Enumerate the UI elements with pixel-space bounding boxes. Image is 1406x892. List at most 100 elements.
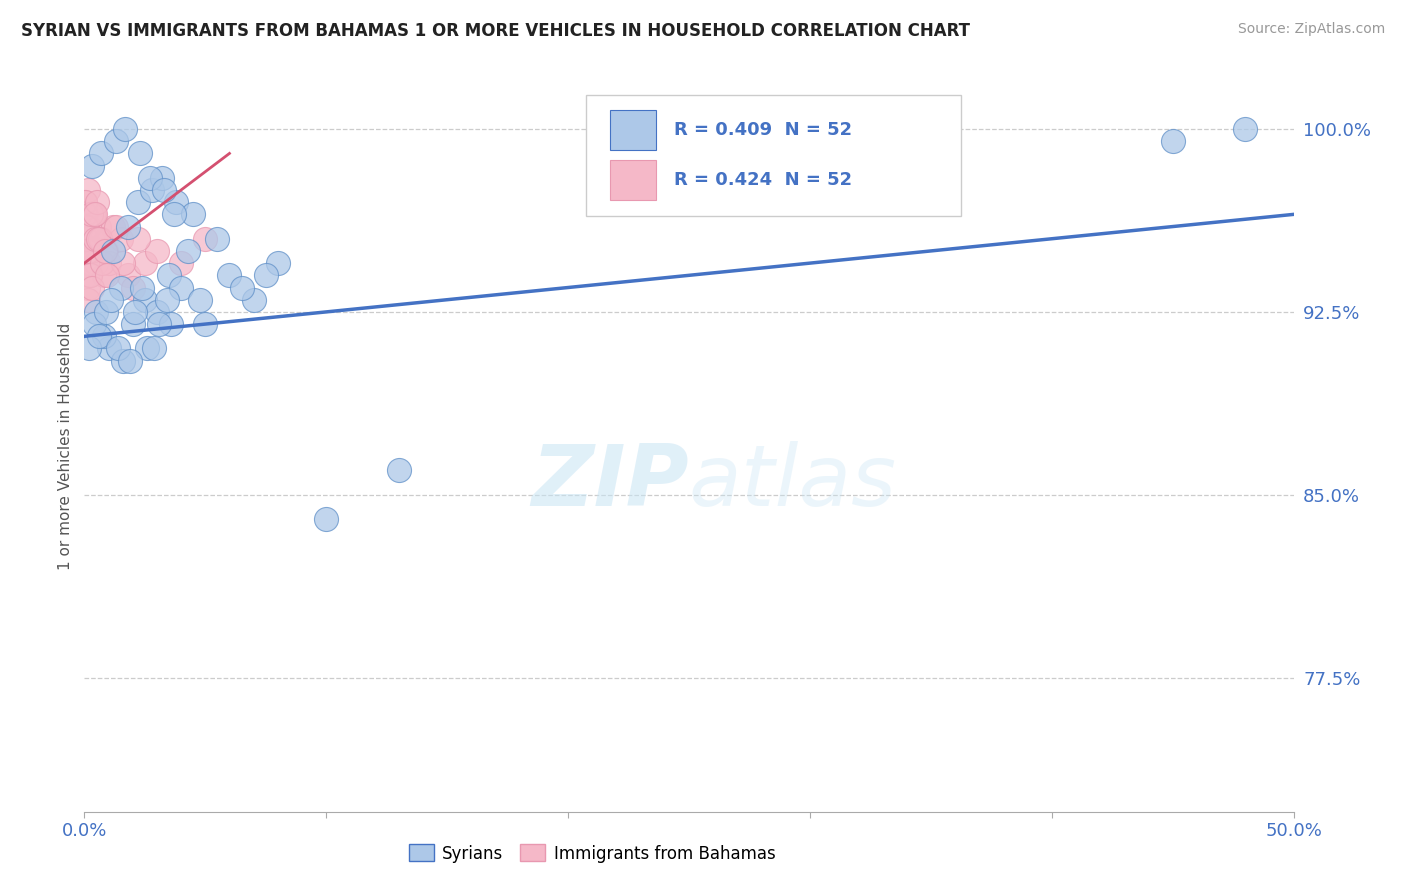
Point bbox=[75, 207, 97, 221]
Point bbox=[103, 244, 125, 258]
Point bbox=[127, 232, 149, 246]
Point bbox=[90, 232, 112, 246]
Point bbox=[76, 268, 98, 283]
Point bbox=[75, 195, 97, 210]
Point bbox=[97, 256, 120, 270]
Point bbox=[146, 244, 169, 258]
Point bbox=[170, 280, 193, 294]
Point bbox=[110, 232, 132, 246]
Text: R = 0.409  N = 52: R = 0.409 N = 52 bbox=[675, 121, 852, 139]
Y-axis label: 1 or more Vehicles in Household: 1 or more Vehicles in Household bbox=[58, 322, 73, 570]
FancyBboxPatch shape bbox=[610, 111, 657, 151]
Point bbox=[254, 268, 277, 283]
Point bbox=[76, 232, 98, 246]
Point bbox=[77, 280, 100, 294]
Point bbox=[124, 305, 146, 319]
Point bbox=[207, 232, 229, 246]
Text: SYRIAN VS IMMIGRANTS FROM BAHAMAS 1 OR MORE VEHICLES IN HOUSEHOLD CORRELATION CH: SYRIAN VS IMMIGRANTS FROM BAHAMAS 1 OR M… bbox=[21, 22, 970, 40]
Point bbox=[97, 342, 120, 356]
Point bbox=[94, 244, 117, 258]
Legend: Syrians, Immigrants from Bahamas: Syrians, Immigrants from Bahamas bbox=[402, 838, 782, 869]
Point bbox=[231, 280, 253, 294]
Point bbox=[112, 256, 135, 270]
Point bbox=[89, 232, 111, 246]
Point bbox=[76, 256, 98, 270]
Point bbox=[117, 219, 139, 234]
Point bbox=[1161, 134, 1184, 148]
Point bbox=[153, 183, 176, 197]
Point bbox=[121, 317, 143, 331]
Point bbox=[134, 293, 156, 307]
Point bbox=[134, 256, 156, 270]
Point bbox=[121, 280, 143, 294]
Point bbox=[82, 207, 104, 221]
Point bbox=[104, 219, 127, 234]
Point bbox=[75, 207, 97, 221]
Point bbox=[181, 207, 204, 221]
Point bbox=[388, 463, 411, 477]
Point bbox=[117, 268, 139, 283]
Point bbox=[141, 183, 163, 197]
Point bbox=[148, 317, 170, 331]
Point bbox=[86, 256, 108, 270]
Point bbox=[131, 280, 153, 294]
FancyBboxPatch shape bbox=[586, 95, 962, 216]
Point bbox=[107, 342, 129, 356]
Point bbox=[1234, 122, 1257, 136]
Point bbox=[138, 170, 160, 185]
Point bbox=[79, 256, 101, 270]
Point bbox=[267, 256, 290, 270]
Point bbox=[194, 317, 217, 331]
Point bbox=[218, 268, 240, 283]
Point bbox=[80, 159, 103, 173]
Point bbox=[86, 195, 108, 210]
Point bbox=[75, 232, 97, 246]
Point bbox=[190, 293, 212, 307]
Point bbox=[83, 244, 105, 258]
Point bbox=[100, 293, 122, 307]
Point bbox=[110, 280, 132, 294]
Point bbox=[127, 195, 149, 210]
Point bbox=[94, 244, 117, 258]
Point bbox=[93, 329, 115, 343]
Point bbox=[77, 244, 100, 258]
Point bbox=[155, 293, 177, 307]
Point bbox=[120, 353, 142, 368]
Point bbox=[150, 170, 173, 185]
Point bbox=[157, 268, 180, 283]
Text: ZIP: ZIP bbox=[531, 441, 689, 524]
Point bbox=[79, 268, 101, 283]
Point bbox=[75, 244, 97, 258]
Point bbox=[315, 512, 337, 526]
Point bbox=[146, 305, 169, 319]
Point bbox=[96, 268, 118, 283]
Point bbox=[242, 293, 264, 307]
Point bbox=[83, 232, 105, 246]
Point bbox=[87, 219, 110, 234]
Point bbox=[77, 293, 100, 307]
Point bbox=[91, 256, 114, 270]
Point bbox=[80, 244, 103, 258]
Text: R = 0.424  N = 52: R = 0.424 N = 52 bbox=[675, 171, 852, 189]
Point bbox=[93, 268, 115, 283]
Point bbox=[86, 305, 108, 319]
Point bbox=[80, 232, 103, 246]
Point bbox=[114, 122, 136, 136]
Point bbox=[143, 342, 166, 356]
Point bbox=[79, 268, 101, 283]
Point bbox=[94, 305, 117, 319]
Point bbox=[165, 195, 187, 210]
Point bbox=[86, 232, 108, 246]
Point bbox=[75, 219, 97, 234]
Point bbox=[83, 207, 105, 221]
Point bbox=[136, 342, 159, 356]
Point bbox=[84, 207, 107, 221]
Point bbox=[103, 219, 125, 234]
Point bbox=[82, 280, 104, 294]
Point bbox=[87, 329, 110, 343]
Text: Source: ZipAtlas.com: Source: ZipAtlas.com bbox=[1237, 22, 1385, 37]
FancyBboxPatch shape bbox=[610, 160, 657, 201]
Point bbox=[83, 317, 105, 331]
Point bbox=[76, 183, 98, 197]
Point bbox=[76, 219, 98, 234]
